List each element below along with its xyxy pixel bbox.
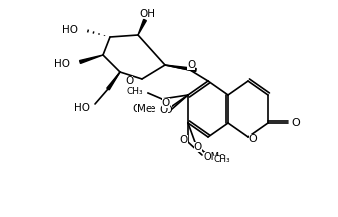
- Text: CH₃: CH₃: [126, 87, 143, 95]
- Text: O: O: [194, 142, 202, 152]
- Polygon shape: [165, 65, 196, 71]
- Text: O: O: [249, 134, 257, 144]
- Text: OMe: OMe: [132, 104, 156, 114]
- Text: O: O: [162, 98, 170, 108]
- Text: OH: OH: [139, 9, 155, 19]
- Text: OMe: OMe: [204, 152, 226, 162]
- Text: O: O: [125, 76, 133, 85]
- Text: O: O: [292, 118, 300, 128]
- Text: O: O: [160, 105, 168, 115]
- Text: O: O: [187, 60, 195, 70]
- Text: O: O: [180, 135, 188, 145]
- Text: Me: Me: [137, 104, 152, 114]
- Polygon shape: [79, 55, 103, 63]
- Text: O: O: [164, 105, 172, 115]
- Polygon shape: [107, 72, 120, 90]
- Text: HO: HO: [62, 25, 78, 35]
- Polygon shape: [138, 19, 146, 35]
- Text: HO: HO: [74, 103, 90, 113]
- Text: HO: HO: [54, 59, 70, 69]
- Text: CH₃: CH₃: [213, 156, 230, 164]
